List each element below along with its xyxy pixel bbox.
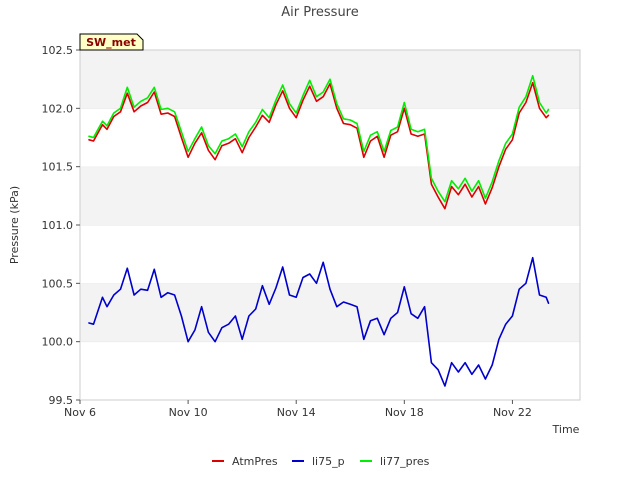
- x-tick-label: Nov 14: [277, 406, 316, 419]
- y-tick-label: 101.5: [42, 161, 74, 174]
- grid-bands: [80, 49, 580, 400]
- x-tick-label: Nov 6: [64, 406, 96, 419]
- legend: AtmPres li75_p li77_pres: [212, 455, 430, 468]
- series-line-li75-p: [88, 256, 550, 387]
- grid-band: [80, 225, 580, 284]
- grid-band: [80, 166, 580, 225]
- annotation-badge: SW_met: [79, 33, 144, 51]
- grid-band: [80, 283, 580, 342]
- y-axis-label: Pressure (kPa): [8, 186, 21, 264]
- x-axis-ticks: Nov 6 Nov 10 Nov 14 Nov 18 Nov 22: [64, 400, 532, 419]
- grid-band: [80, 341, 580, 400]
- legend-label: AtmPres: [232, 455, 278, 468]
- y-axis-ticks: 99.5 100.0 100.5 101.0 101.5 102.0 102.5: [42, 44, 80, 407]
- legend-label: li75_p: [312, 455, 345, 468]
- series-line-atmpres: [88, 81, 550, 210]
- y-tick-label: 100.0: [42, 336, 74, 349]
- x-tick-label: Nov 22: [493, 406, 532, 419]
- y-tick-label: 102.0: [42, 102, 74, 115]
- annotation-badge-box: [79, 33, 144, 51]
- annotation-badge-label: SW_met: [86, 36, 136, 49]
- x-tick-label: Nov 18: [385, 406, 424, 419]
- chart-title: Air Pressure: [281, 5, 359, 20]
- x-axis-label: Time: [552, 423, 580, 436]
- y-tick-label: 100.5: [42, 277, 74, 290]
- x-tick-label: Nov 10: [169, 406, 208, 419]
- legend-label: li77_pres: [380, 455, 430, 468]
- series-lines: [88, 74, 550, 387]
- y-tick-label: 101.0: [42, 219, 74, 232]
- y-tick-label: 99.5: [49, 394, 74, 407]
- y-tick-label: 102.5: [42, 44, 74, 57]
- series-line-li77-pres: [88, 74, 550, 203]
- grid-band: [80, 108, 580, 167]
